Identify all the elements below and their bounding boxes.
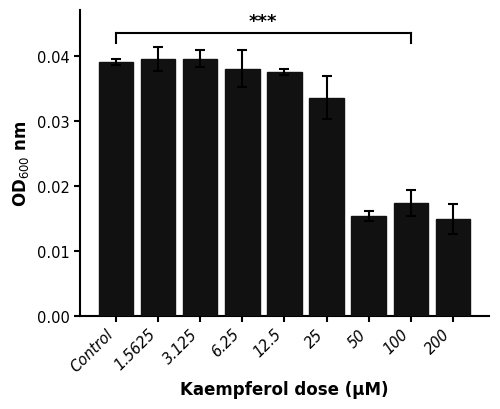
Bar <box>310 99 344 316</box>
Bar <box>140 60 175 316</box>
Bar <box>225 70 260 316</box>
Bar <box>394 204 428 316</box>
Bar <box>183 60 218 316</box>
X-axis label: Kaempferol dose (μM): Kaempferol dose (μM) <box>180 380 388 398</box>
Bar <box>98 63 133 316</box>
Bar <box>352 217 386 316</box>
Bar <box>267 73 302 316</box>
Y-axis label: OD$_{600}$ nm: OD$_{600}$ nm <box>11 120 31 207</box>
Bar <box>436 220 470 316</box>
Text: ***: *** <box>249 13 278 31</box>
